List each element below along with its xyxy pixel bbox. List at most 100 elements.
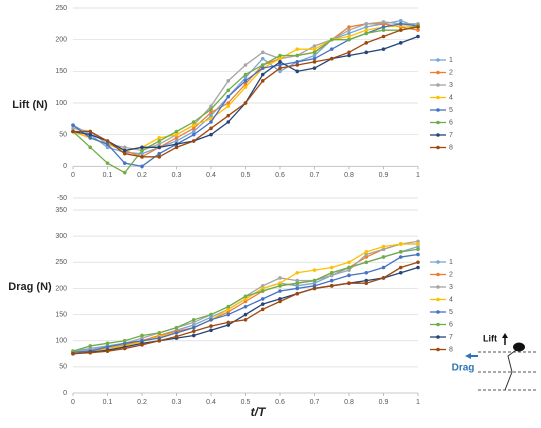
- data-point: [209, 324, 213, 328]
- x-tick-label: 0.9: [379, 399, 389, 406]
- data-point: [329, 270, 334, 275]
- data-point: [312, 44, 317, 48]
- data-point: [191, 318, 196, 322]
- y-tick-label: 0: [63, 163, 67, 170]
- x-tick-label: 0.3: [172, 172, 182, 179]
- data-point: [347, 281, 351, 286]
- data-point: [243, 75, 248, 80]
- legend-marker: [436, 335, 440, 339]
- legend-label: 3: [449, 284, 453, 291]
- data-point: [191, 329, 196, 334]
- data-point: [295, 278, 300, 283]
- data-point: [226, 320, 231, 325]
- data-point: [191, 126, 196, 131]
- x-tick-label: 0.7: [310, 172, 320, 179]
- data-point: [140, 333, 144, 338]
- x-tick-label: 0.4: [206, 172, 216, 179]
- data-point: [416, 242, 420, 246]
- data-point: [88, 145, 93, 150]
- series-line: [73, 26, 419, 158]
- data-point: [347, 37, 351, 42]
- data-point: [209, 315, 213, 319]
- legend-marker: [436, 297, 440, 302]
- data-point: [88, 344, 93, 348]
- data-point: [347, 53, 351, 58]
- legend-label: 1: [449, 57, 453, 64]
- data-point: [278, 297, 282, 301]
- legend-label: 7: [449, 334, 453, 341]
- data-point: [191, 129, 196, 134]
- y-tick-label: 0: [63, 390, 67, 397]
- data-point: [226, 120, 231, 124]
- data-point: [347, 34, 351, 39]
- data-point: [381, 25, 386, 29]
- data-point: [295, 53, 300, 58]
- data-point: [278, 60, 282, 64]
- y-tick-label: -50: [57, 195, 67, 202]
- data-point: [364, 252, 369, 257]
- data-point: [278, 289, 282, 293]
- data-point: [347, 265, 351, 270]
- data-point: [381, 34, 386, 39]
- data-point: [209, 104, 213, 108]
- data-point: [329, 278, 334, 283]
- x-tick-label: 1: [416, 172, 420, 179]
- data-point: [209, 132, 213, 137]
- legend-marker: [436, 260, 440, 264]
- data-point: [416, 265, 420, 270]
- data-point: [243, 63, 248, 67]
- x-tick-label: 0.2: [137, 172, 147, 179]
- data-point: [295, 69, 300, 74]
- legend-marker: [436, 272, 440, 277]
- legend-marker: [436, 108, 440, 112]
- legend-label: 8: [449, 144, 453, 151]
- data-point: [105, 142, 110, 146]
- data-point: [191, 132, 196, 137]
- data-point: [226, 79, 231, 83]
- data-point: [122, 148, 127, 153]
- data-point: [312, 60, 317, 64]
- x-tick-label: 0: [71, 172, 75, 179]
- data-point: [329, 37, 334, 42]
- data-point: [226, 113, 231, 118]
- data-point: [209, 126, 213, 131]
- data-point: [364, 22, 369, 26]
- data-point: [243, 85, 248, 89]
- legend-marker: [436, 347, 440, 352]
- data-point: [191, 323, 196, 327]
- x-tick-label: 0.1: [103, 172, 113, 179]
- data-point: [398, 270, 403, 275]
- data-point: [157, 139, 162, 143]
- data-point: [209, 312, 213, 317]
- data-point: [226, 323, 231, 327]
- data-point: [105, 145, 110, 150]
- legend-label: 4: [449, 296, 453, 303]
- data-point: [416, 28, 420, 32]
- legend-marker: [436, 95, 440, 100]
- data-point: [157, 331, 162, 335]
- data-point: [398, 41, 403, 45]
- data-point: [398, 28, 403, 32]
- data-point: [312, 268, 317, 272]
- data-point: [364, 278, 369, 283]
- data-point: [398, 255, 403, 259]
- data-point: [243, 299, 248, 304]
- data-point: [71, 351, 75, 356]
- data-point: [278, 53, 282, 58]
- legend-label: 4: [449, 94, 453, 101]
- legend-label: 6: [449, 321, 453, 328]
- data-point: [364, 41, 369, 45]
- x-tick-label: 0.4: [206, 399, 216, 406]
- data-point: [347, 25, 351, 29]
- data-point: [174, 136, 179, 140]
- body: [504, 347, 520, 391]
- series-line: [72, 23, 419, 168]
- legend-label: 5: [449, 107, 453, 114]
- data-point: [312, 53, 317, 58]
- data-point: [347, 50, 351, 55]
- data-point: [226, 310, 231, 314]
- data-point: [71, 129, 75, 134]
- data-point: [312, 278, 317, 283]
- y-tick-label: 200: [55, 37, 67, 44]
